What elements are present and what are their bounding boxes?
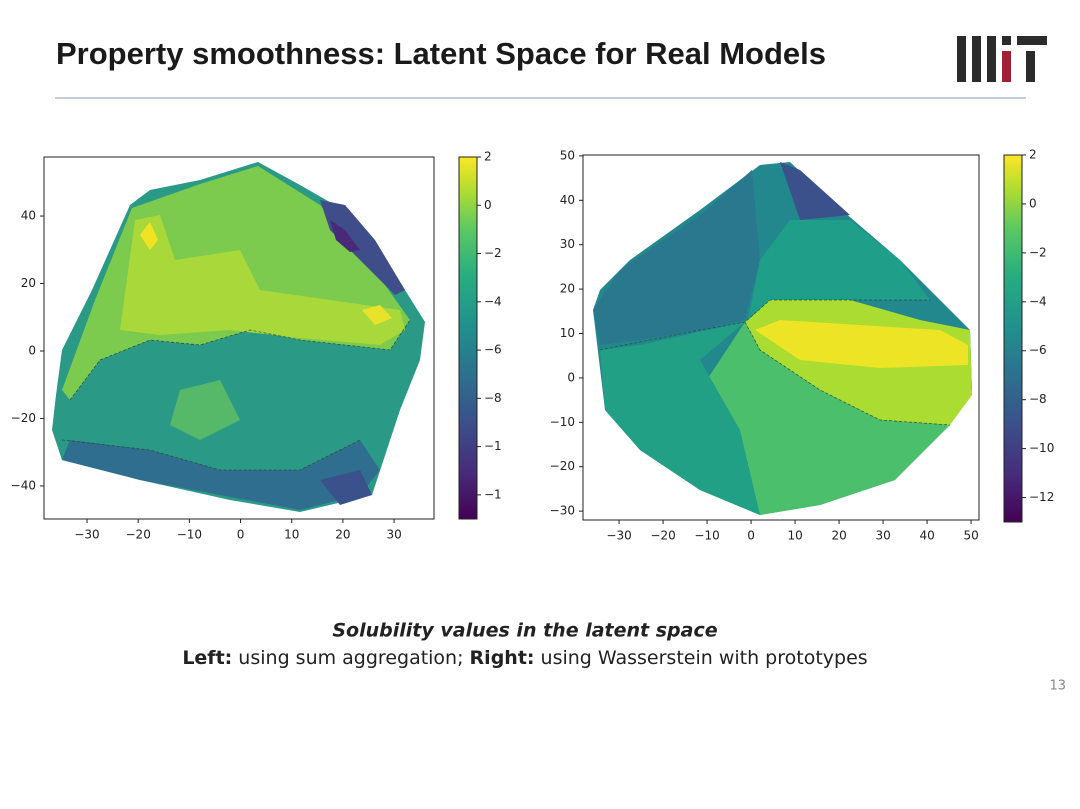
x-tick-label: 0 [747,529,755,543]
colorbar-tick-label: −8 [484,391,502,405]
page-number: 13 [1049,679,1066,694]
colorbar-frame [458,156,478,520]
colorbar-tick-label: −8 [1029,392,1047,406]
y-tick-label: −30 [550,504,575,518]
caption-title: Solubility values in the latent space [332,620,717,642]
caption-segment: Left: [182,647,232,669]
caption-segment: using Wasserstein with prototypes [535,647,868,669]
colorbar-tick-label: −1 [484,439,502,453]
x-tick-label: −10 [694,529,719,543]
y-tick-label: −20 [11,411,36,425]
caption-line: Left: using sum aggregation; Right: usin… [182,647,867,669]
y-tick-label: 10 [560,326,575,340]
y-tick-label: 40 [21,209,36,223]
y-tick-label: 50 [560,148,575,162]
x-tick-label: 20 [831,529,846,543]
colorbar-tick-label: 2 [1029,148,1037,162]
x-tick-label: 0 [237,528,245,542]
y-tick-label: 0 [567,370,575,384]
x-tick-label: −30 [74,528,99,542]
plot-frame [582,154,980,521]
x-tick-label: −20 [650,529,675,543]
x-tick-label: 30 [875,529,890,543]
x-tick-label: −30 [606,529,631,543]
y-tick-label: −10 [550,415,575,429]
left-contour [52,162,425,512]
x-tick-label: 30 [386,528,401,542]
colorbar-tick-label: −10 [1029,441,1054,455]
colorbar [1004,155,1022,522]
right-contour [593,162,972,515]
plot-frame [43,156,435,520]
colorbar-tick-label: 0 [1029,196,1037,210]
x-tick-label: −10 [177,528,202,542]
colorbar-tick-label: −4 [484,294,502,308]
y-tick-label: 20 [21,276,36,290]
y-tick-label: 0 [28,343,36,357]
y-tick-label: 20 [560,282,575,296]
colorbar-tick-label: −12 [1029,490,1054,504]
x-tick-label: −20 [126,528,151,542]
colorbar-tick-label: −4 [1029,294,1047,308]
colorbar-frame [1003,154,1023,523]
colorbar-tick-label: 0 [484,198,492,212]
colorbar-tick-label: −2 [484,246,502,260]
y-tick-label: −20 [550,459,575,473]
y-tick-label: 30 [560,237,575,251]
x-tick-label: 10 [787,529,802,543]
colorbar-tick-label: 2 [484,150,492,164]
caption-segment: using sum aggregation; [232,647,469,669]
mit-logo [957,36,1047,82]
colorbar-tick-label: −6 [484,343,502,357]
caption-segment: Right: [470,647,535,669]
x-tick-label: 40 [919,529,934,543]
x-tick-label: 50 [963,529,978,543]
x-tick-label: 10 [284,528,299,542]
y-tick-label: 40 [560,193,575,207]
x-tick-label: 20 [335,528,350,542]
colorbar-tick-label: −6 [1029,343,1047,357]
slide-title: Property smoothness: Latent Space for Re… [56,36,826,71]
colorbar-tick-label: −1 [484,487,502,501]
colorbar [459,157,477,519]
y-tick-label: −40 [11,478,36,492]
colorbar-tick-label: −2 [1029,245,1047,259]
